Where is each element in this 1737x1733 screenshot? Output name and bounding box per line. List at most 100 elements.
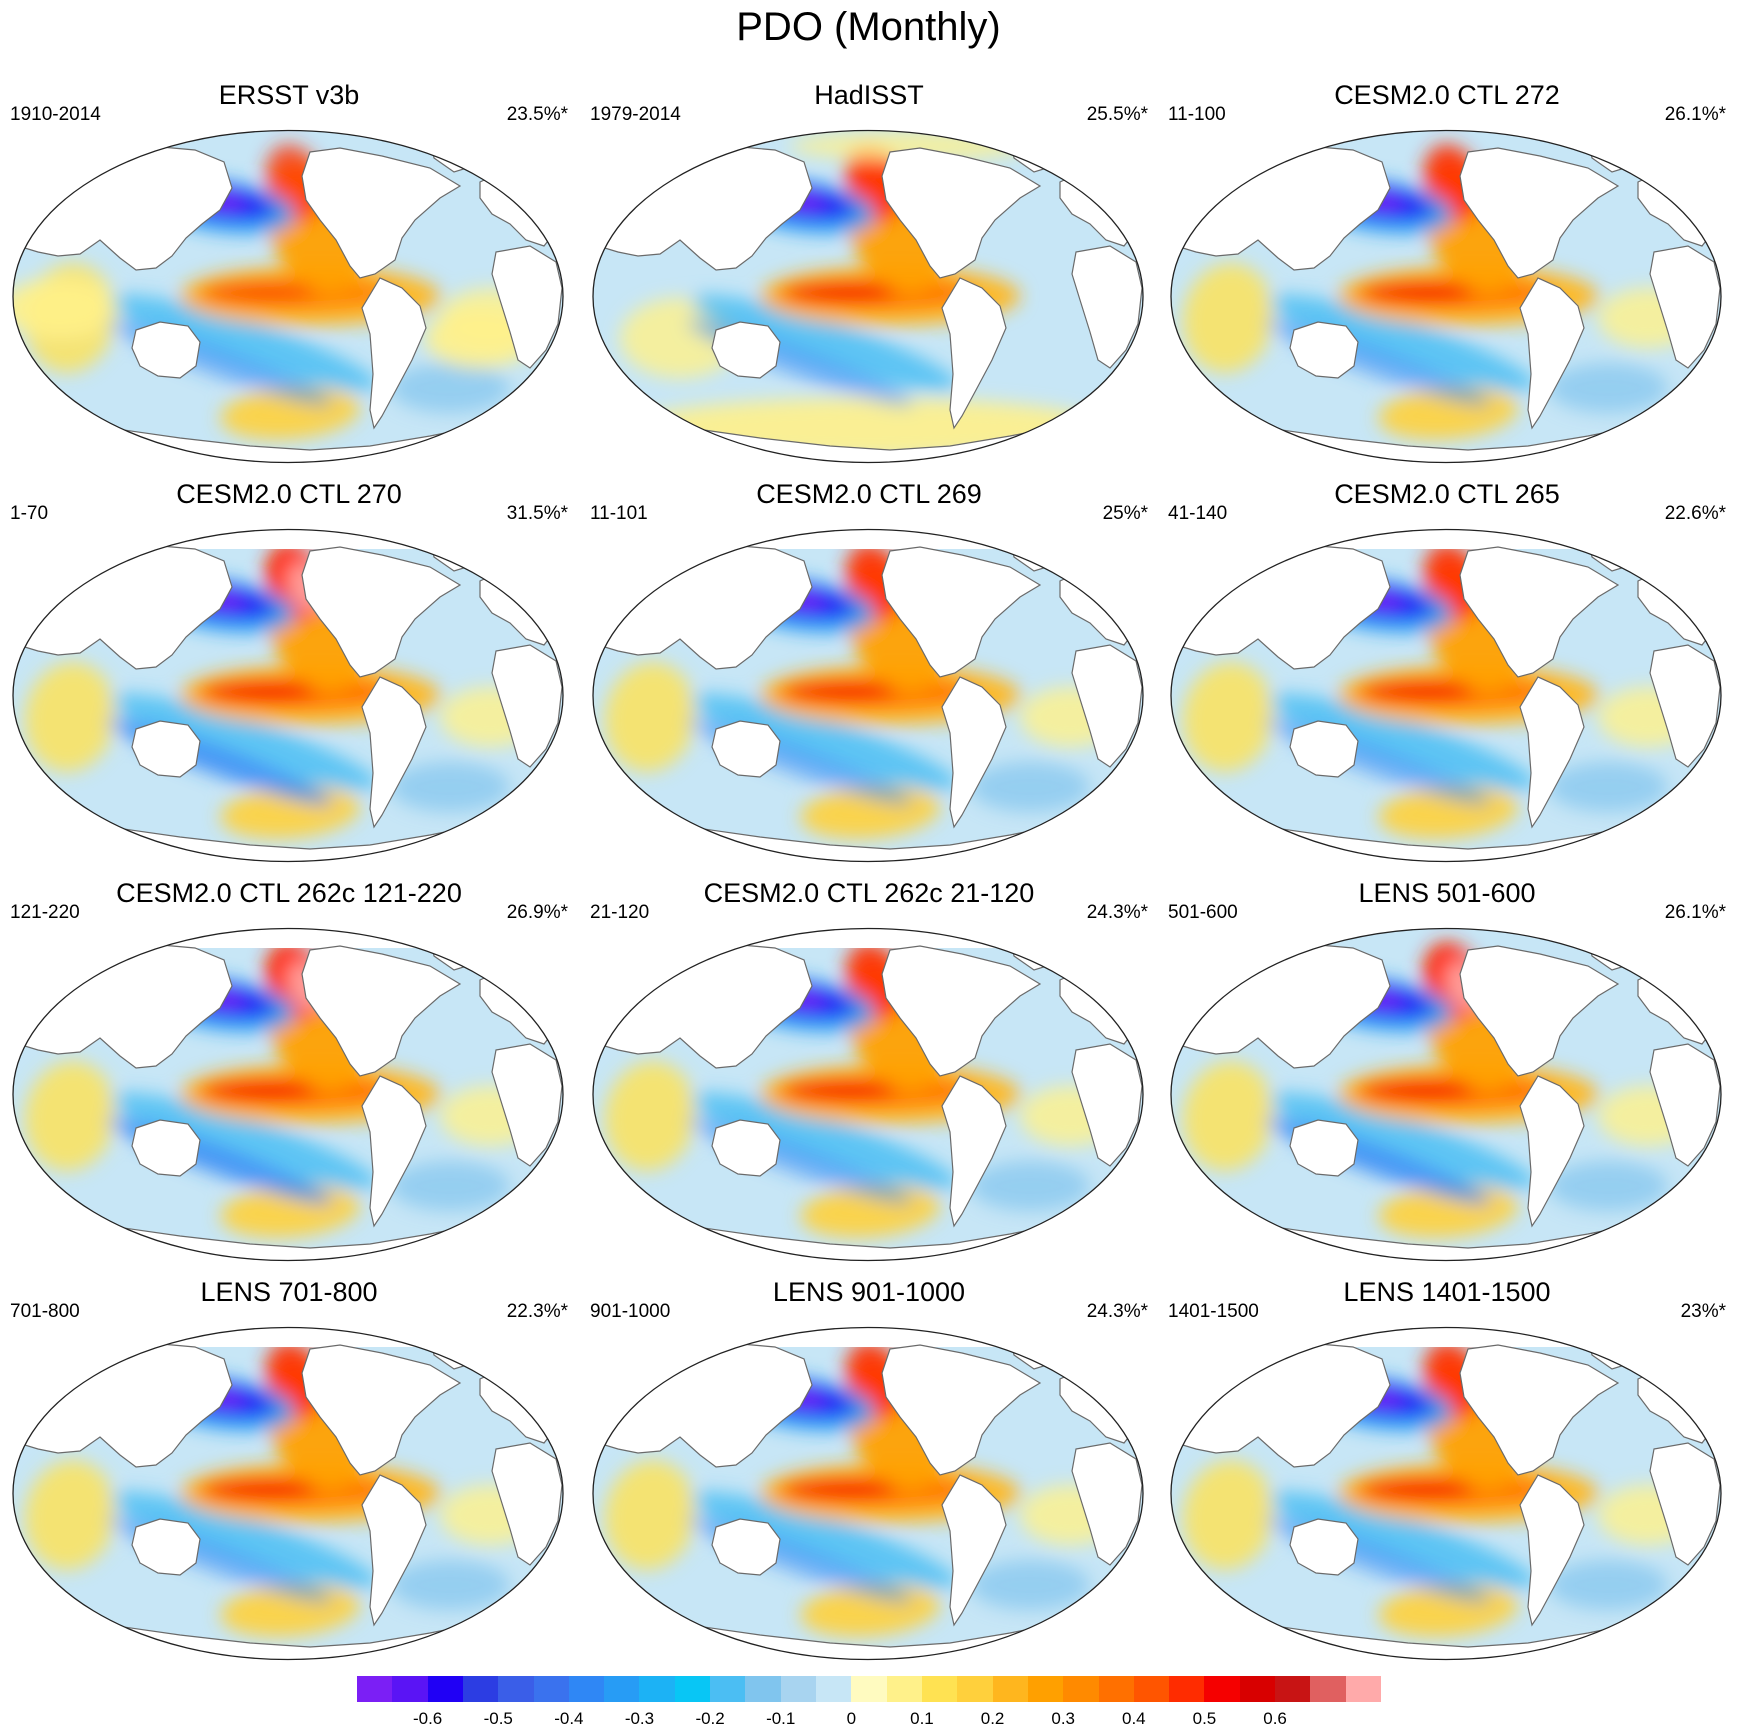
australia-land xyxy=(711,1119,781,1177)
colorbar-swatch xyxy=(957,1676,994,1702)
tropical-warm-center xyxy=(1363,1081,1473,1099)
panel-period: 1979-2014 xyxy=(590,104,681,125)
ocean-field xyxy=(13,130,563,463)
south-atlantic-cool-patch xyxy=(1548,363,1668,413)
sw-pacific-cool-band xyxy=(1269,294,1537,392)
australia-land xyxy=(711,1518,781,1576)
panel-title: LENS 901-1000 xyxy=(772,1277,966,1307)
colorbar-swatch xyxy=(357,1676,393,1702)
map-border xyxy=(592,1326,1144,1661)
colorbar-tick-label: -0.3 xyxy=(624,1709,655,1728)
south-atlantic-cool-patch xyxy=(970,762,1090,812)
africa-land xyxy=(1071,245,1143,369)
panel-variance-explained: 31.5%* xyxy=(506,503,568,524)
africa-land xyxy=(1649,644,1721,768)
map-panel: LENS 1401-1500 1401-1500 23%* xyxy=(1158,1275,1736,1675)
panel-period: 1401-1500 xyxy=(1168,1301,1259,1322)
colorbar-tick-label: 0 xyxy=(846,1709,857,1728)
indian-warm-patch xyxy=(604,1460,696,1570)
colorbar-tick-label: -0.1 xyxy=(766,1709,796,1728)
arctic-ice-mask xyxy=(593,1327,1143,1347)
south-atlantic-cool-patch xyxy=(390,1560,510,1610)
indian-pale-warm xyxy=(13,278,120,338)
map-panel: CESM2.0 CTL 262c 121-220 121-220 26.9%* xyxy=(0,876,578,1276)
panel-title: CESM2.0 CTL 262c 121-220 xyxy=(116,878,462,908)
sw-pacific-cool-band xyxy=(1269,1092,1537,1190)
tropical-warm-center xyxy=(205,1480,315,1498)
australia-land xyxy=(711,321,781,379)
panel-title: LENS 501-600 xyxy=(1358,878,1536,908)
africa-land xyxy=(1071,1442,1143,1566)
map-panel: CESM2.0 CTL 269 11-101 25%* xyxy=(580,477,1158,877)
north-america-land xyxy=(881,1344,1042,1476)
map-border xyxy=(12,528,564,863)
colorbar-tick-label: 0.1 xyxy=(910,1709,934,1728)
africa-land xyxy=(1649,1043,1721,1167)
colorbar-tick-label: -0.5 xyxy=(483,1709,513,1728)
africa-land xyxy=(1071,1043,1143,1167)
panel-variance-explained: 22.3%* xyxy=(506,1301,568,1322)
north-america-land xyxy=(881,147,1042,279)
north-america-land xyxy=(1459,147,1620,279)
indian-warm-patch xyxy=(1182,662,1274,772)
arctic-ice-mask xyxy=(13,529,563,549)
north-america-land xyxy=(881,546,1042,678)
colorbar-swatch xyxy=(1310,1676,1347,1702)
colorbar-tick-label: 0.4 xyxy=(1121,1709,1146,1728)
sw-pacific-cool-band xyxy=(111,1491,379,1589)
colorbar-swatch xyxy=(639,1676,676,1702)
panel-period: 901-1000 xyxy=(590,1301,671,1322)
pdo-pattern-map xyxy=(12,927,564,1262)
colorbar-swatch xyxy=(392,1676,429,1702)
panel-variance-explained: 22.6%* xyxy=(1664,503,1726,524)
africa-land xyxy=(1649,1442,1721,1566)
pdo-pattern-map xyxy=(1170,528,1722,863)
colorbar-tick-label: 0.5 xyxy=(1192,1709,1217,1728)
colorbar-swatch xyxy=(886,1676,923,1702)
indian-warm-patch xyxy=(1182,263,1274,373)
south-america-land xyxy=(941,676,1007,829)
north-america-land xyxy=(301,1344,462,1476)
north-america-land xyxy=(301,945,462,1077)
map-border xyxy=(592,927,1144,1262)
africa-land xyxy=(491,1043,563,1167)
australia-land xyxy=(1289,720,1359,778)
colorbar-swatch xyxy=(921,1676,958,1702)
colorbar-swatch xyxy=(710,1676,746,1702)
indian-warm-patch xyxy=(24,1460,116,1570)
map-panel: HadISST 1979-2014 25.5%* xyxy=(580,78,1158,478)
tropical-warm-center xyxy=(785,1480,895,1498)
map-border xyxy=(12,927,564,1262)
sw-pacific-cool-band xyxy=(691,693,959,791)
indian-warm-patch xyxy=(24,1061,116,1171)
colorbar-swatch xyxy=(462,1676,499,1702)
indian-warm-patch xyxy=(1182,1061,1274,1171)
map-border xyxy=(1170,927,1722,1262)
south-america-land xyxy=(361,1474,427,1627)
map-panel: CESM2.0 CTL 262c 21-120 21-120 24.3%* xyxy=(580,876,1158,1276)
colorbar-swatch xyxy=(533,1676,570,1702)
australia-land xyxy=(711,720,781,778)
south-atlantic-cool-patch xyxy=(1548,1161,1668,1211)
panel-period: 121-220 xyxy=(10,902,80,923)
sw-pacific-cool-band xyxy=(1269,693,1537,791)
colorbar-tick-label: -0.6 xyxy=(412,1709,443,1728)
panel-title: HadISST xyxy=(814,80,924,110)
south-america-land xyxy=(941,277,1007,430)
colorbar-swatch xyxy=(992,1676,1029,1702)
ocean-field xyxy=(13,1327,563,1660)
colorbar-legend: -0.6 -0.5 -0.4 -0.3 -0.2 -0.1 0 0.1 0.2 0.3 0.4 0.5… xyxy=(357,1676,1382,1733)
panel-variance-explained: 23%* xyxy=(1680,1301,1726,1322)
pdo-pattern-map xyxy=(592,129,1144,464)
colorbar-swatch xyxy=(851,1676,888,1702)
south-america-land xyxy=(1519,676,1585,829)
colorbar-swatch xyxy=(1098,1676,1135,1702)
colorbar-tick-label: 0.2 xyxy=(980,1709,1005,1728)
north-america-land xyxy=(1459,1344,1620,1476)
panel-variance-explained: 26.1%* xyxy=(1664,902,1726,923)
africa-land xyxy=(491,644,563,768)
pdo-pattern-map xyxy=(592,528,1144,863)
south-america-land xyxy=(1519,277,1585,430)
tropical-warm-center xyxy=(205,682,315,700)
south-america-land xyxy=(361,1075,427,1228)
